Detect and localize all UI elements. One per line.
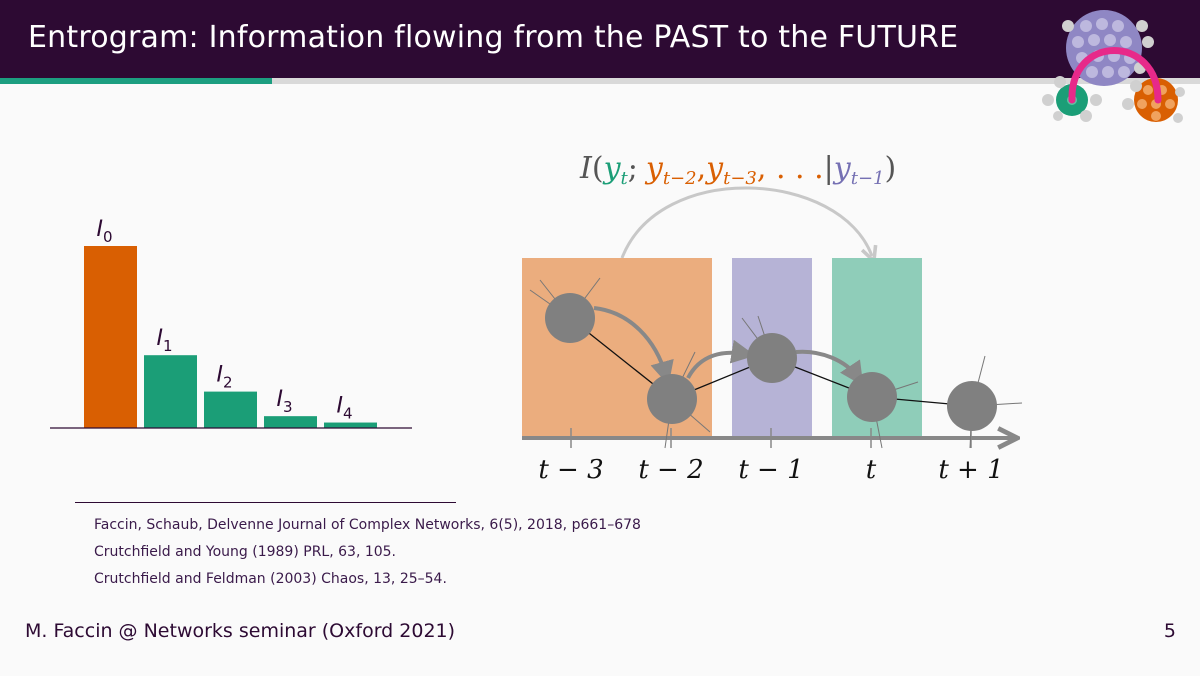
entrogram-bar-label-4: I4 [336,394,352,423]
footer-author: M. Faccin @ Networks seminar (Oxford 202… [25,620,456,642]
slide-title: Entrogram: Information flowing from the … [28,20,959,55]
reference-2: Crutchfield and Young (1989) PRL, 63, 10… [94,544,397,560]
progress-bar [0,78,1200,84]
entrogram-bar-label-0: I0 [96,217,112,246]
node-t-minus-2 [647,374,697,424]
mutual-information-formula: I(yt; yt−2,yt−3, . . .|yt−1) [579,151,896,189]
node-t-plus-1 [947,381,997,431]
entrogram-bar-label-2: I2 [216,363,232,392]
time-label-t-minus-3: t − 3 [538,455,603,485]
node-t [847,372,897,422]
reference-3: Crutchfield and Feldman (2003) Chaos, 13… [94,571,447,587]
node-t-minus-3 [545,293,595,343]
past-to-future-arrow [620,186,872,258]
entrogram-bar-4 [324,422,377,428]
time-label-t: t [866,455,877,485]
logo-arc [1068,47,1162,104]
references-divider [75,502,456,503]
time-label-t-minus-1: t − 1 [738,455,803,485]
flow-arrows [593,306,864,386]
entrogram-bar-0 [84,246,137,428]
entrogram-bar-label-1: I1 [156,326,172,355]
network-logo-icon [1042,10,1185,123]
progress-bar-fill [0,78,272,84]
entrogram-bar-2 [204,391,257,428]
time-label-t-plus-1: t + 1 [938,455,1003,485]
slide-header: Entrogram: Information flowing from the … [0,0,1200,78]
page-number: 5 [1163,620,1176,642]
entrogram-bar-label-3: I3 [276,387,292,416]
node-t-minus-1 [747,333,797,383]
reference-1: Faccin, Schaub, Delvenne Journal of Comp… [94,517,641,533]
time-label-t-minus-2: t − 2 [638,455,703,485]
entrogram-bar-chart: I0 I1 I2 I3 I4 [50,217,412,429]
entrogram-bar-3 [264,416,317,428]
entrogram-bar-1 [144,355,197,428]
information-flow-diagram: I(yt; yt−2,yt−3, . . .|yt−1) [522,151,1023,485]
